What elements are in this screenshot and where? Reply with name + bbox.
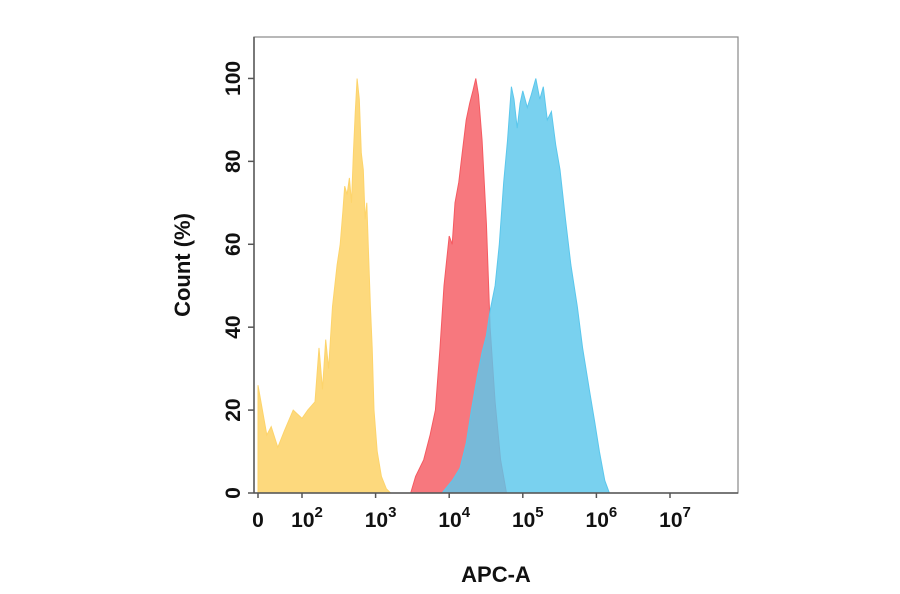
x-tick-label: 0 bbox=[252, 509, 264, 532]
x-tick-label: 103 bbox=[365, 504, 397, 532]
histogram-area-1 bbox=[257, 78, 392, 494]
histogram-area-3 bbox=[441, 78, 641, 494]
y-tick-label: 100 bbox=[222, 61, 245, 96]
y-tick-label: 80 bbox=[222, 150, 245, 173]
x-tick-label: 102 bbox=[291, 504, 323, 532]
series-layer bbox=[257, 78, 641, 494]
y-tick-label: 20 bbox=[222, 398, 245, 421]
x-tick-label: 105 bbox=[512, 504, 544, 532]
x-axis-label: APC-A bbox=[461, 562, 531, 587]
y-axis-ticks: 0 20 40 60 80 100 bbox=[222, 61, 254, 499]
y-tick-label: 60 bbox=[222, 233, 245, 256]
y-tick-label: 40 bbox=[222, 316, 245, 339]
x-tick-label: 107 bbox=[659, 504, 691, 532]
x-axis-ticks: 0 102 103 104 105 106 107 bbox=[252, 493, 691, 532]
x-tick-label: 106 bbox=[586, 504, 618, 532]
y-axis-label: Count (%) bbox=[170, 213, 195, 317]
x-tick-label: 104 bbox=[438, 504, 470, 532]
y-tick-label: 0 bbox=[222, 487, 245, 499]
